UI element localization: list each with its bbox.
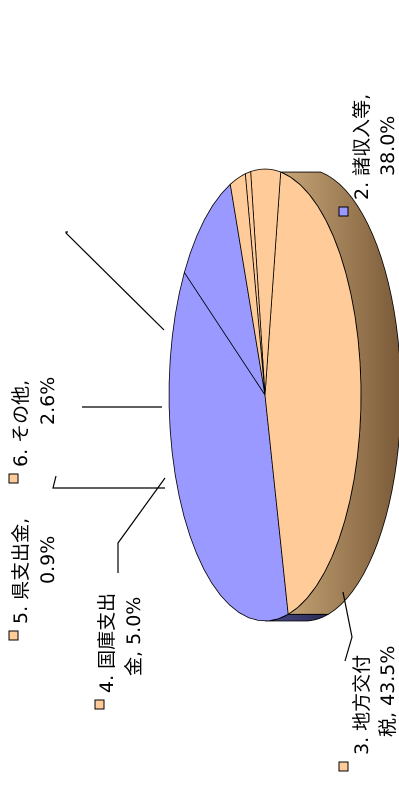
pie-slice-3 — [264, 171, 362, 616]
pie-slice-6 — [229, 173, 266, 396]
pie-slice-1 — [183, 183, 266, 396]
pie-slice-2 — [168, 271, 289, 622]
label-slice-2-value: 38.0% — [377, 116, 399, 176]
legend-swatch-2 — [338, 206, 349, 217]
legend-swatch-5 — [8, 630, 19, 641]
legend-swatch-3 — [338, 761, 349, 772]
label-slice-5-name: 5. 県支出金, — [10, 518, 32, 624]
label-slice-5-value: 0.9% — [37, 536, 59, 584]
legend-swatch-4 — [94, 699, 105, 710]
label-slice-6-value: 2.6% — [37, 377, 59, 425]
leader-slice-3 — [342, 591, 353, 662]
pie-group — [168, 168, 399, 622]
leader-slice-1 — [65, 231, 165, 331]
label-slice-3-name: 3. 地方交付 — [351, 655, 373, 755]
pie-slice-4 — [250, 168, 282, 396]
label-slice-2-name: 2. 諸収入等, — [351, 94, 373, 200]
label-slice-3-value: 税, 43.5% — [377, 646, 399, 737]
legend-swatch-6 — [8, 473, 19, 484]
label-slice-6-name: 6. その他, — [10, 380, 32, 467]
label-slice-4-value: 金, 5.0% — [123, 597, 145, 676]
label-slice-4-name: 4. 国庫支出 — [96, 593, 118, 693]
leader-slice-4 — [117, 477, 166, 573]
leader-slice-5 — [52, 475, 165, 489]
